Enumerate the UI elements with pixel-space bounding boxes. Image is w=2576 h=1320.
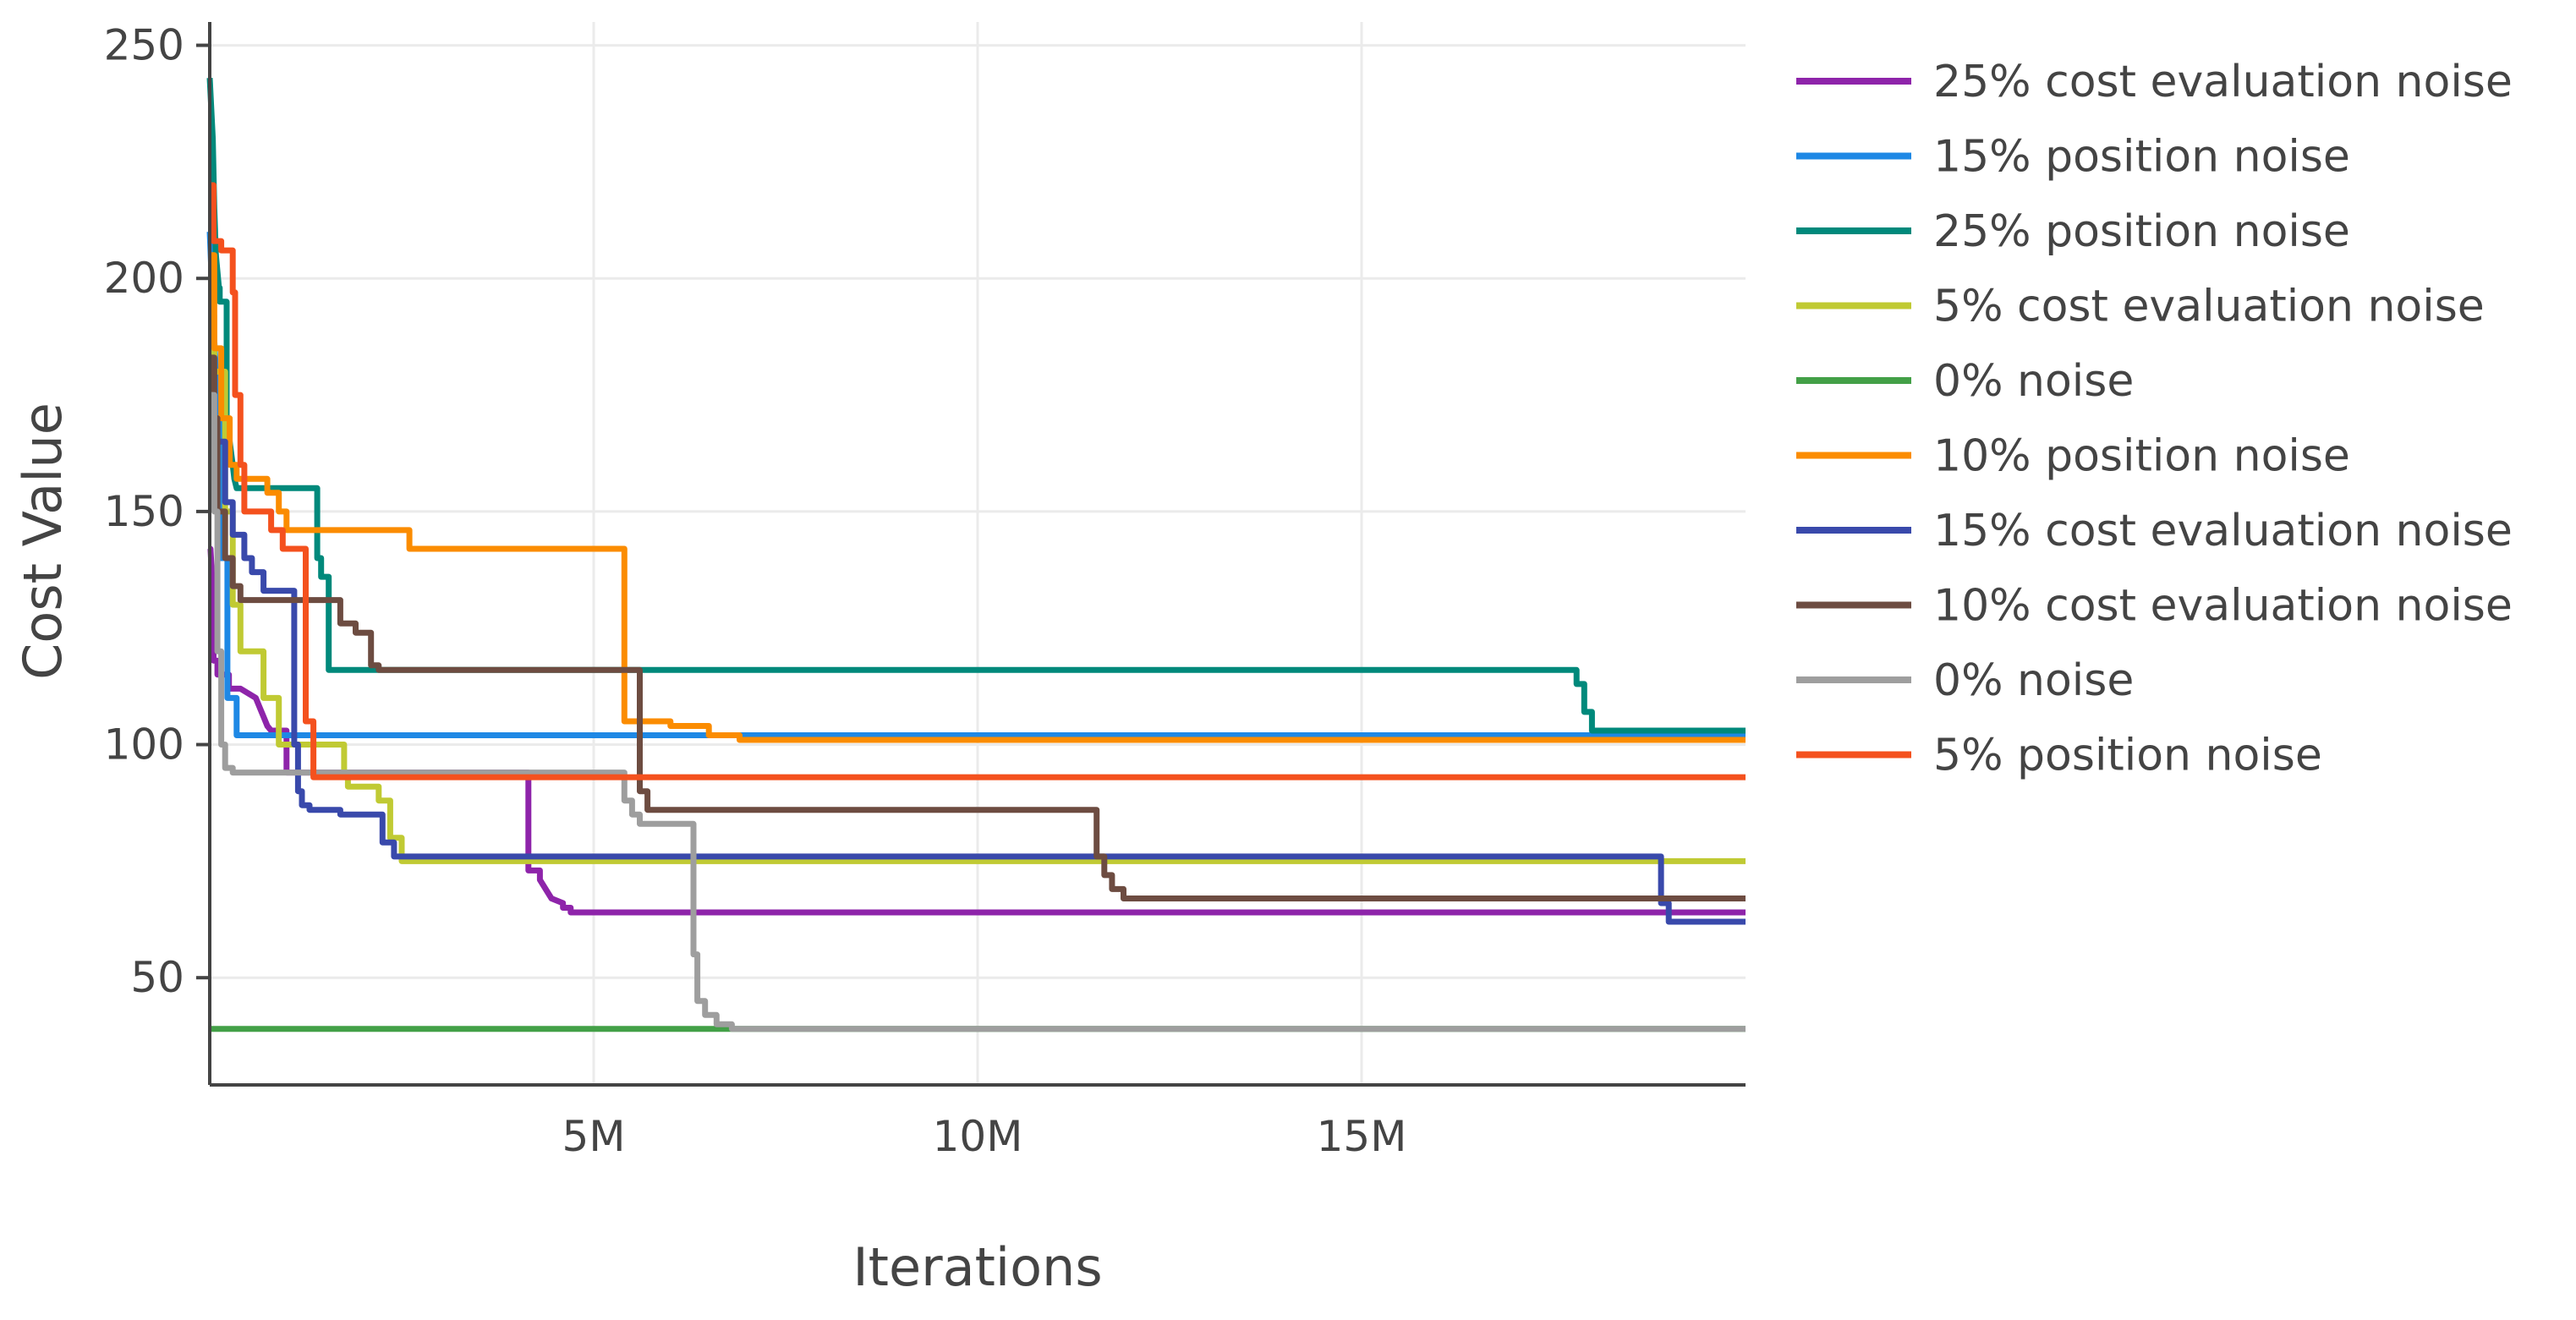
legend-item[interactable]: 0% noise <box>1796 655 2134 706</box>
series-line-4 <box>206 78 1746 734</box>
legend-item[interactable]: 10% cost evaluation noise <box>1796 581 2513 632</box>
legend-label: 15% cost evaluation noise <box>1933 506 2513 556</box>
legend-item[interactable]: 25% cost evaluation noise <box>1796 57 2513 107</box>
series-line-8 <box>210 354 1746 901</box>
legend-item[interactable]: 10% position noise <box>1796 431 2350 482</box>
x-tick-label: 5M <box>562 1112 626 1161</box>
legend-item[interactable]: 15% cost evaluation noise <box>1796 506 2513 556</box>
series-lines <box>206 78 1746 1032</box>
legend-label: 5% cost evaluation noise <box>1933 282 2485 332</box>
legend-label: 15% position noise <box>1933 132 2350 183</box>
legend-label: 25% position noise <box>1933 206 2350 257</box>
legend-item[interactable]: 5% cost evaluation noise <box>1796 282 2485 332</box>
series-line-7 <box>210 392 1746 925</box>
y-axis-title: Cost Value <box>12 403 74 680</box>
legend-label: 10% cost evaluation noise <box>1933 581 2513 632</box>
legend-label: 0% noise <box>1933 356 2134 407</box>
legend-item[interactable]: 15% position noise <box>1796 132 2350 183</box>
x-axis-title: Iterations <box>852 1236 1102 1298</box>
y-tick-label: 250 <box>104 21 184 70</box>
y-tick-label: 50 <box>130 953 184 1002</box>
legend-item[interactable]: 0% noise <box>1796 356 2134 407</box>
axes: 50 100 150 200 250 5M 10M 15M <box>104 21 1746 1161</box>
y-tick-label: 150 <box>104 487 184 536</box>
series-line-9 <box>210 392 1746 1032</box>
legend-label: 5% position noise <box>1933 731 2322 781</box>
legend-item[interactable]: 25% position noise <box>1796 206 2350 257</box>
legend-label: 10% position noise <box>1933 431 2350 482</box>
series-line-2 <box>207 545 1746 916</box>
legend-label: 25% cost evaluation noise <box>1933 57 2513 107</box>
y-tick-label: 200 <box>104 254 184 303</box>
legend: 25% cost evaluation noise 15% position no… <box>1796 57 2513 781</box>
legend-item[interactable]: 5% position noise <box>1796 731 2322 781</box>
series-line-6 <box>210 252 1746 743</box>
x-tick-label: 10M <box>933 1112 1023 1161</box>
y-tick-label: 100 <box>104 720 184 770</box>
x-tick-label: 15M <box>1317 1112 1407 1161</box>
grid <box>210 22 1746 1085</box>
series-line-10 <box>210 182 1746 780</box>
legend-label: 0% noise <box>1933 655 2134 706</box>
